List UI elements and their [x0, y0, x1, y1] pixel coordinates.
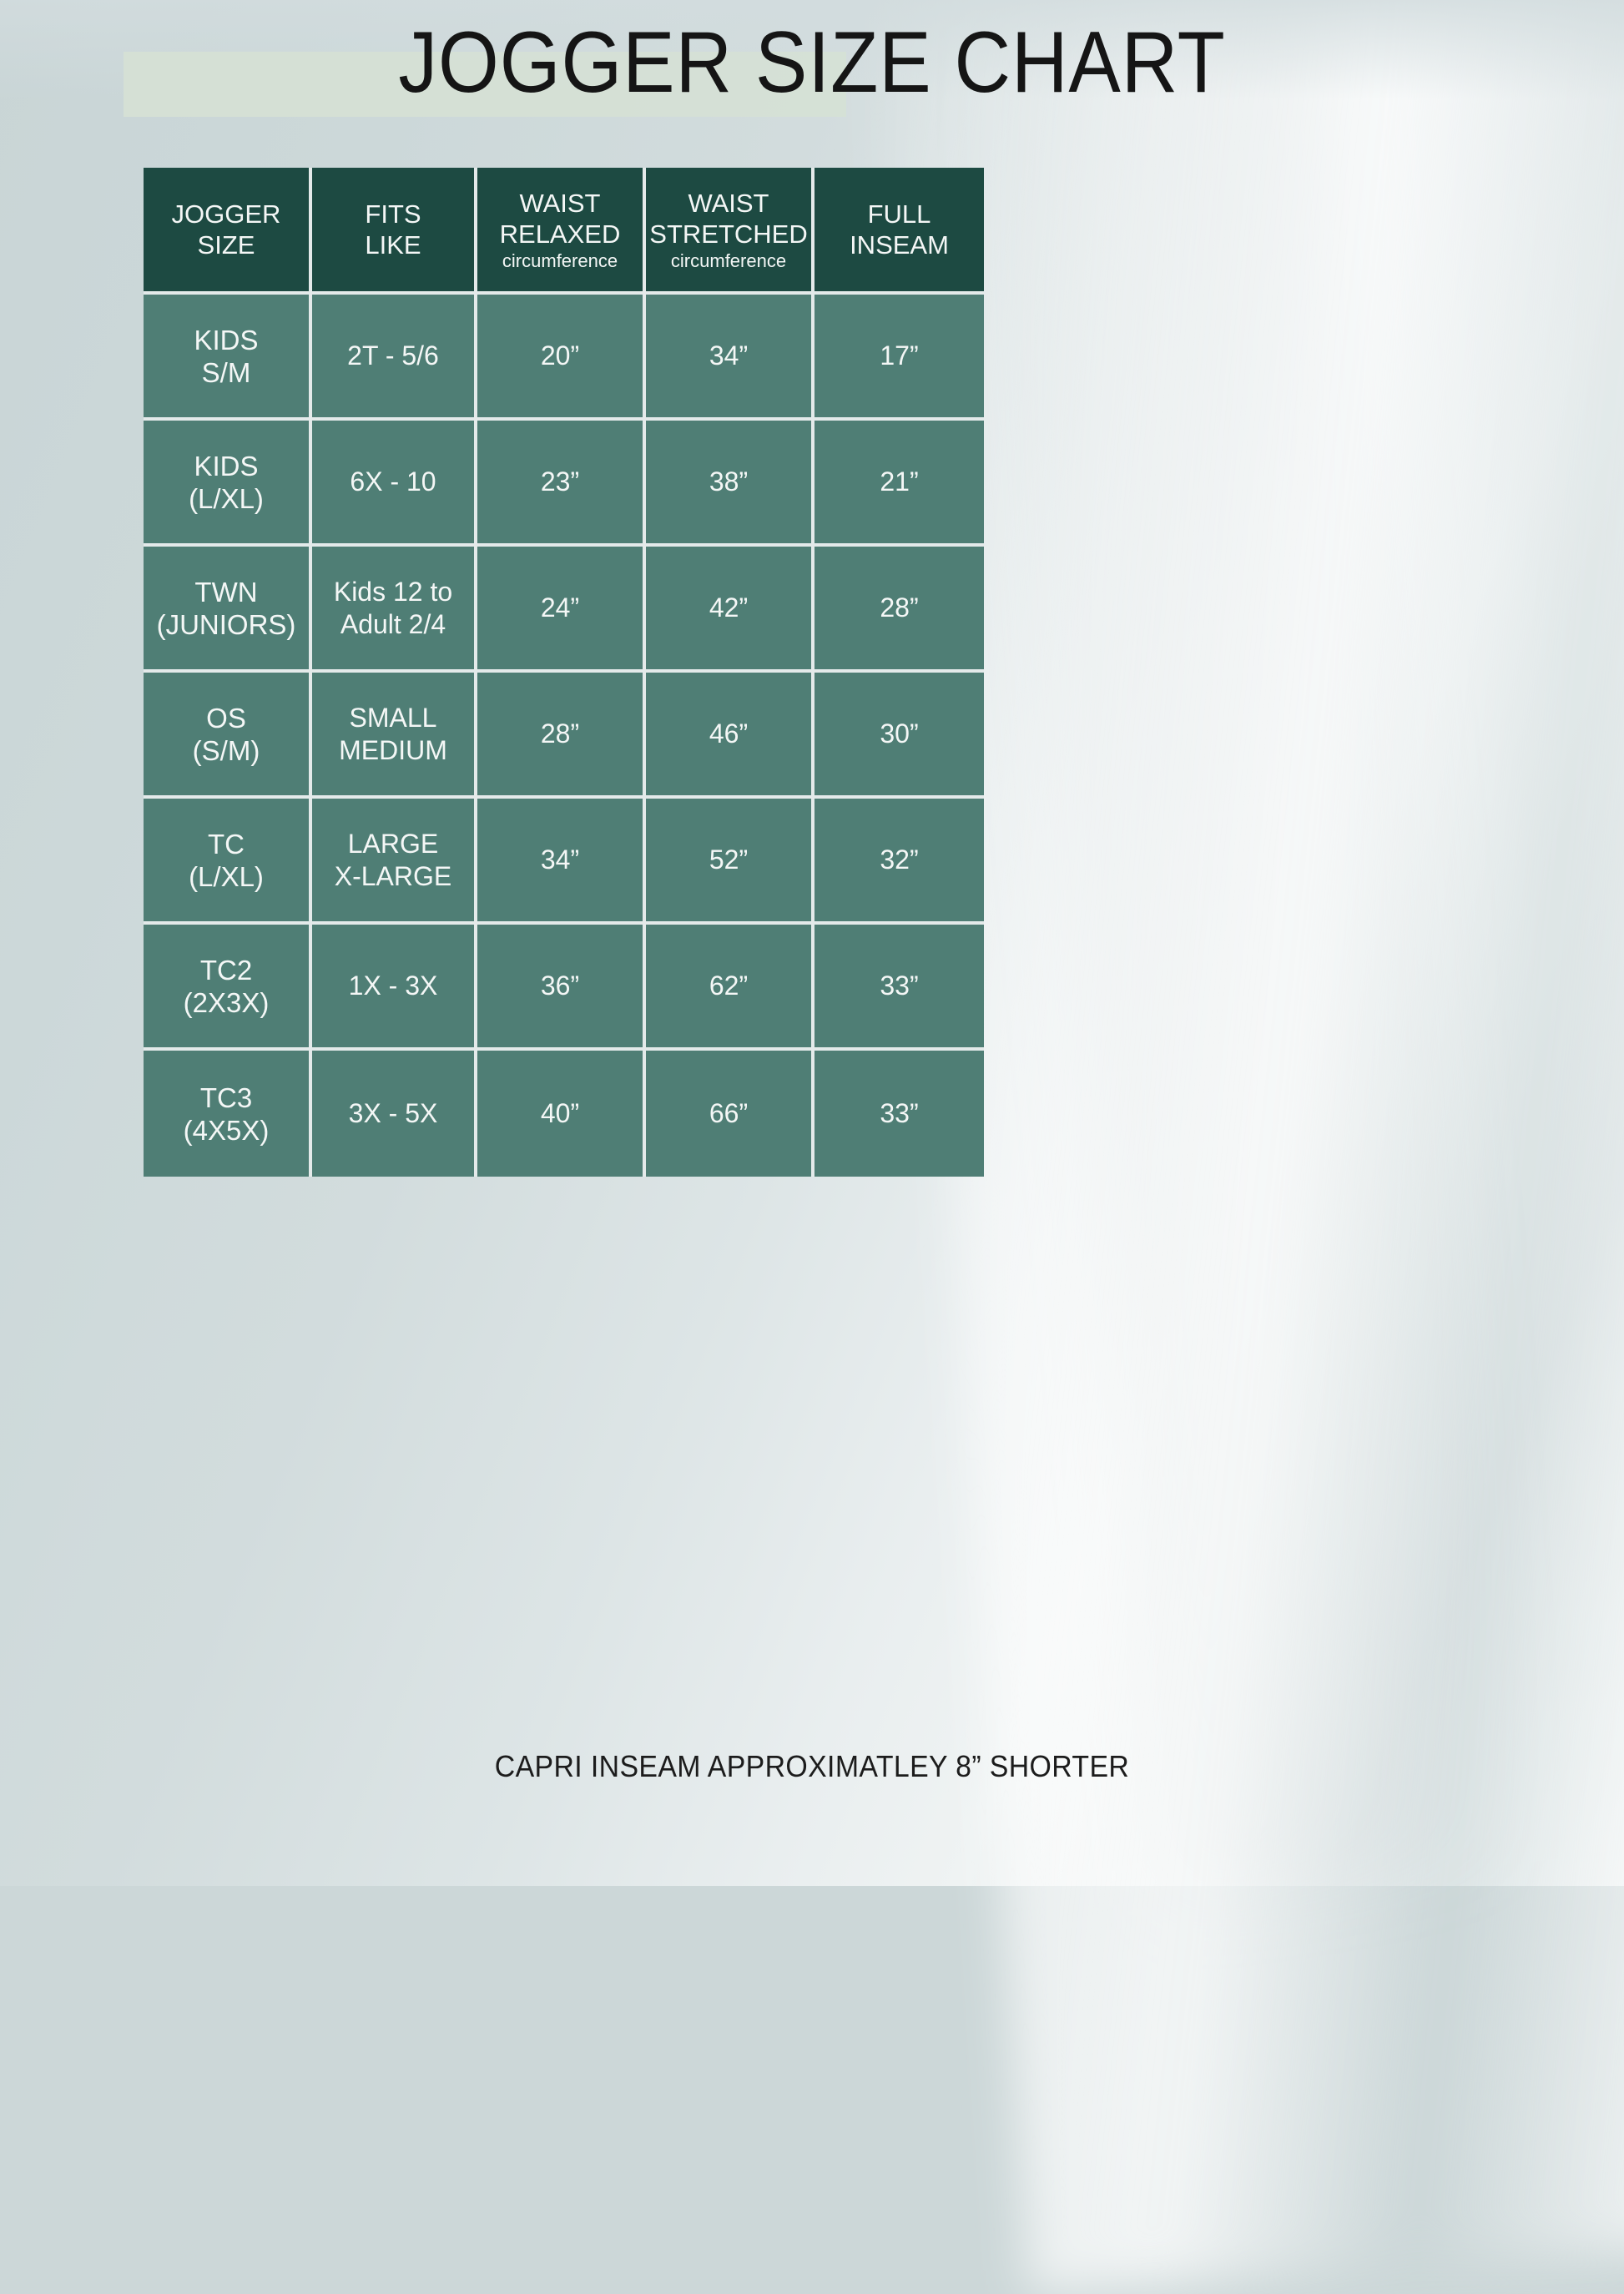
cell-waist-stretched: 42” [646, 547, 815, 673]
cell-jogger-size: KIDS (L/XL) [144, 421, 312, 547]
cell-waist-relaxed: 24” [477, 547, 646, 673]
column-header-line2: LIKE [365, 230, 421, 260]
cell-waist-stretched: 34” [646, 295, 815, 421]
cell-fits-like: 6X - 10 [312, 421, 477, 547]
cell-line2: (JUNIORS) [156, 608, 296, 640]
cell-jogger-size: TC3 (4X5X) [144, 1051, 312, 1177]
cell-fits-like: SMALL MEDIUM [312, 673, 477, 799]
cell-full-inseam: 32” [815, 799, 984, 925]
cell-waist-relaxed: 20” [477, 295, 646, 421]
cell-waist-stretched: 38” [646, 421, 815, 547]
cell-line1: OS [206, 702, 246, 734]
column-header-line1: FULL [867, 199, 931, 229]
cell-line2: MEDIUM [339, 734, 447, 765]
column-header-subtitle: circumference [670, 250, 787, 271]
column-header-subtitle: circumference [502, 250, 618, 271]
cell-waist-stretched: 66” [646, 1051, 815, 1177]
table-row: TWN (JUNIORS) Kids 12 to Adult 2/4 24” 4… [144, 547, 984, 673]
column-header-line2: SIZE [197, 230, 255, 260]
table-row: TC3 (4X5X) 3X - 5X 40” 66” 33” [144, 1051, 984, 1177]
column-header-line1: WAIST [519, 188, 601, 218]
cell-line1: LARGE [347, 828, 439, 859]
table-row: TC2 (2X3X) 1X - 3X 36” 62” 33” [144, 925, 984, 1051]
table-header: JOGGER SIZE FITS LIKE WAIST RELAXED circ… [144, 168, 984, 295]
cell-line1: 6X - 10 [350, 466, 436, 497]
cell-line2: (S/M) [192, 734, 260, 766]
cell-line2: Adult 2/4 [340, 608, 446, 639]
cell-fits-like: LARGE X-LARGE [312, 799, 477, 925]
cell-fits-like: 3X - 5X [312, 1051, 477, 1177]
cell-jogger-size: TWN (JUNIORS) [144, 547, 312, 673]
column-header-line1: WAIST [688, 188, 769, 218]
cell-fits-like: Kids 12 to Adult 2/4 [312, 547, 477, 673]
cell-line2: (4X5X) [183, 1114, 270, 1146]
cell-full-inseam: 33” [815, 925, 984, 1051]
cell-full-inseam: 28” [815, 547, 984, 673]
title-highlight-band [124, 52, 846, 117]
capri-inseam-note: CAPRI INSEAM APPROXIMATLEY 8” SHORTER [494, 1749, 1130, 1783]
cell-line2: (L/XL) [189, 482, 264, 514]
column-header-line2: RELAXED [499, 219, 621, 249]
cell-waist-relaxed: 28” [477, 673, 646, 799]
column-header-line1: JOGGER [171, 199, 281, 229]
cell-line1: KIDS [194, 450, 259, 481]
cell-waist-stretched: 46” [646, 673, 815, 799]
cell-waist-stretched: 62” [646, 925, 815, 1051]
column-header-full-inseam: FULL INSEAM [815, 168, 984, 295]
cell-line2: S/M [201, 356, 251, 388]
cell-waist-relaxed: 40” [477, 1051, 646, 1177]
page-title: JOGGER SIZE CHART [398, 14, 1226, 111]
table-body: KIDS S/M 2T - 5/6 20” 34” 17” KIDS (L/XL… [144, 295, 984, 1177]
column-header-line2: INSEAM [850, 230, 949, 260]
column-header-waist-stretched: WAIST STRETCHED circumference [646, 168, 815, 295]
cell-full-inseam: 21” [815, 421, 984, 547]
cell-line1: TWN [194, 576, 258, 608]
cell-line1: 3X - 5X [348, 1098, 438, 1128]
column-header-line2: STRETCHED [649, 219, 808, 249]
cell-line1: 1X - 3X [348, 971, 438, 1001]
title-block: JOGGER SIZE CHART [0, 0, 1624, 167]
column-header-fits-like: FITS LIKE [312, 168, 477, 295]
size-chart-page: JOGGER SIZE CHART JOGGER SIZE FITS LIKE … [0, 0, 1624, 1783]
cell-full-inseam: 33” [815, 1051, 984, 1177]
cell-line1: Kids 12 to [333, 576, 453, 607]
cell-line1: KIDS [194, 324, 259, 355]
cell-line2: X-LARGE [334, 860, 452, 891]
cell-waist-stretched: 52” [646, 799, 815, 925]
cell-waist-relaxed: 36” [477, 925, 646, 1051]
cell-line1: TC3 [199, 1081, 253, 1113]
cell-full-inseam: 17” [815, 295, 984, 421]
cell-line2: (L/XL) [189, 860, 264, 892]
table-row: KIDS (L/XL) 6X - 10 23” 38” 21” [144, 421, 984, 547]
table-header-row: JOGGER SIZE FITS LIKE WAIST RELAXED circ… [144, 168, 984, 295]
table-row: OS (S/M) SMALL MEDIUM 28” 46” 30” [144, 673, 984, 799]
column-header-waist-relaxed: WAIST RELAXED circumference [477, 168, 646, 295]
cell-jogger-size: KIDS S/M [144, 295, 312, 421]
cell-jogger-size: OS (S/M) [144, 673, 312, 799]
cell-waist-relaxed: 23” [477, 421, 646, 547]
cell-line1: TC2 [199, 954, 253, 986]
cell-full-inseam: 30” [815, 673, 984, 799]
cell-fits-like: 1X - 3X [312, 925, 477, 1051]
cell-jogger-size: TC2 (2X3X) [144, 925, 312, 1051]
column-header-jogger-size: JOGGER SIZE [144, 168, 312, 295]
cell-jogger-size: TC (L/XL) [144, 799, 312, 925]
jogger-size-table: JOGGER SIZE FITS LIKE WAIST RELAXED circ… [144, 168, 984, 1177]
cell-waist-relaxed: 34” [477, 799, 646, 925]
cell-line1: TC [208, 828, 245, 860]
cell-fits-like: 2T - 5/6 [312, 295, 477, 421]
cell-line1: SMALL [349, 702, 437, 733]
column-header-line1: FITS [365, 199, 421, 229]
table-row: KIDS S/M 2T - 5/6 20” 34” 17” [144, 295, 984, 421]
cell-line1: 2T - 5/6 [347, 340, 439, 371]
table-row: TC (L/XL) LARGE X-LARGE 34” 52” 32” [144, 799, 984, 925]
cell-line2: (2X3X) [183, 986, 270, 1018]
